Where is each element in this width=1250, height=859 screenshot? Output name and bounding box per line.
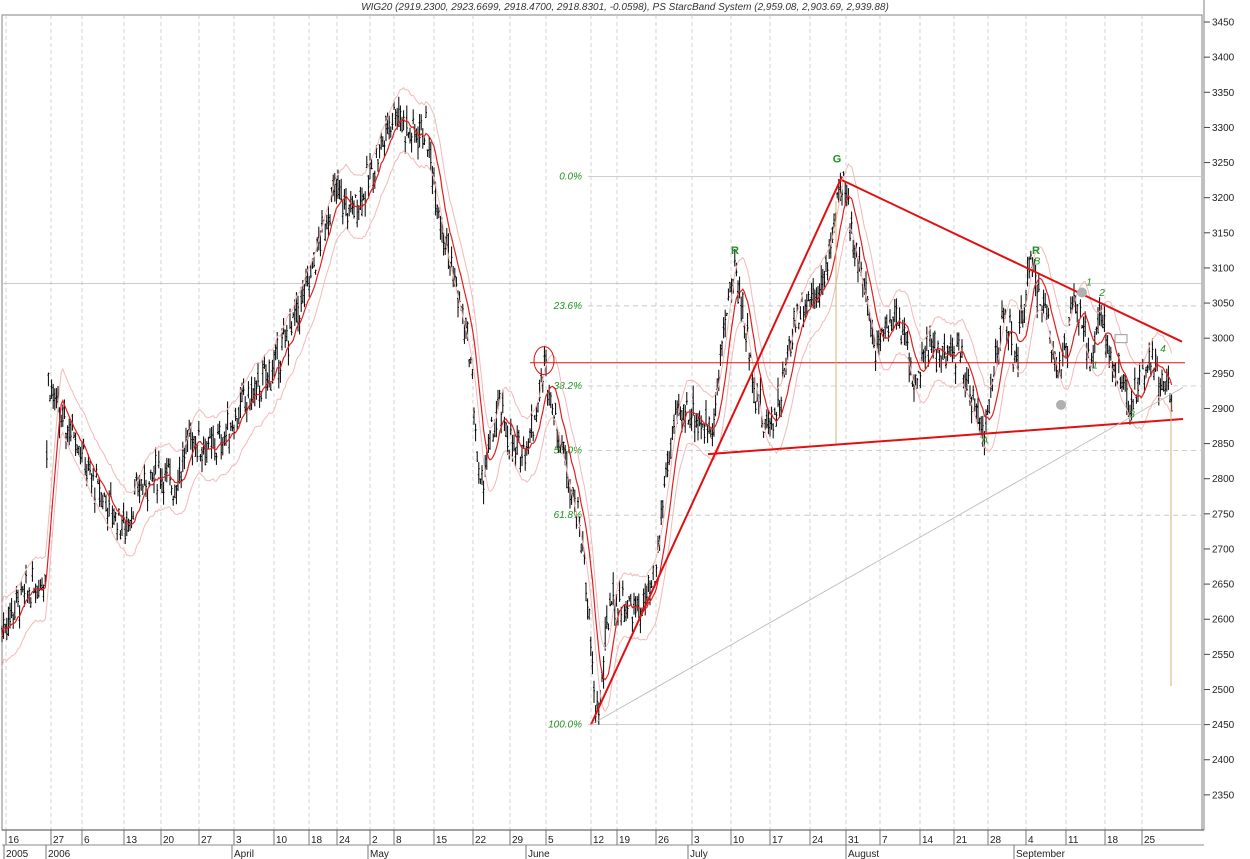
square-marker (1114, 334, 1128, 344)
wave-label: R (731, 245, 739, 257)
x-tick-label: 2 (372, 835, 378, 846)
x-tick-label: 4 (1028, 835, 1034, 846)
y-tick-label: 2700 (1212, 544, 1235, 555)
month-label: April (234, 849, 254, 859)
wave-label: G (833, 154, 842, 166)
starc-band-lower (1, 150, 1173, 713)
fib-level-label: 23.6% (553, 301, 582, 312)
month-label: September (1016, 849, 1066, 859)
fib-level-label: 38.2% (554, 381, 582, 392)
trend-line-up (590, 176, 843, 726)
x-tick-label: 25 (1144, 835, 1156, 846)
x-tick-label: 7 (882, 835, 888, 846)
moving-average (1, 118, 1173, 681)
month-label: June (528, 849, 550, 859)
x-tick-label: 14 (922, 835, 934, 846)
plot-area (1, 14, 1203, 831)
y-tick-label: 2450 (1212, 720, 1235, 731)
wave-label: 3 (1129, 410, 1135, 421)
x-tick-label: 10 (276, 835, 288, 846)
x-tick-label: 24 (812, 835, 824, 846)
wave-label: A (981, 436, 989, 447)
y-tick-label: 3400 (1212, 53, 1235, 64)
x-tick-label: 17 (772, 835, 784, 846)
x-tick-label: 22 (475, 835, 487, 846)
wave-label: 1 (1086, 277, 1092, 288)
y-tick-label: 3350 (1212, 88, 1235, 99)
y-tick-label: 2900 (1212, 404, 1235, 415)
x-tick-label: 20 (163, 835, 175, 846)
x-tick-label: 19 (619, 835, 631, 846)
y-tick-label: 3150 (1212, 228, 1235, 239)
x-tick-label: 10 (733, 835, 745, 846)
wave-label: 1 (1092, 360, 1098, 371)
gray-marker (1056, 399, 1066, 410)
y-tick-label: 3300 (1212, 123, 1235, 134)
wave-label: B (1034, 256, 1041, 267)
gray-marker (1077, 287, 1087, 298)
x-tick-label: 3 (694, 835, 700, 846)
fib-level-label: 0.0% (559, 172, 582, 183)
x-tick-label: 6 (84, 835, 90, 846)
y-tick-label: 3450 (1212, 18, 1235, 29)
long-trend-line (590, 386, 1184, 726)
x-tick-label: 29 (512, 835, 524, 846)
starc-band-upper (1, 87, 1173, 649)
y-tick-label: 2950 (1212, 369, 1235, 380)
x-tick-label: 3 (236, 835, 242, 846)
month-label: August (848, 849, 879, 859)
x-tick-label: 11 (1068, 835, 1079, 846)
month-label: 2005 (6, 849, 29, 859)
x-tick-label: 18 (311, 835, 323, 846)
y-tick-label: 2750 (1212, 509, 1235, 520)
trend-line-resistance (841, 179, 1183, 343)
y-tick-label: 2550 (1212, 650, 1235, 661)
month-label: May (370, 849, 389, 859)
x-tick-label: 26 (658, 835, 670, 846)
x-tick-label: 5 (548, 835, 554, 846)
y-tick-label: 2650 (1212, 580, 1235, 591)
fib-level-label: 50.0% (554, 446, 582, 457)
y-tick-label: 3200 (1212, 193, 1235, 204)
y-tick-label: 2400 (1212, 755, 1235, 766)
x-tick-label: 27 (201, 835, 213, 846)
x-tick-label: 18 (1107, 835, 1119, 846)
x-tick-label: 21 (956, 835, 968, 846)
fib-level-label: 100.0% (548, 720, 582, 731)
wave-label: 2 (1098, 288, 1105, 299)
trend-line-support (707, 417, 1184, 456)
x-tick-label: 31 (848, 835, 860, 846)
x-tick-label: 24 (339, 835, 351, 846)
y-tick-label: 3050 (1212, 299, 1235, 310)
y-tick-label: 2800 (1212, 474, 1235, 485)
y-tick-label: 2600 (1212, 615, 1235, 626)
month-label: 2006 (48, 849, 71, 859)
y-tick-label: 2500 (1212, 685, 1235, 696)
y-tick-label: 2350 (1212, 790, 1235, 801)
x-tick-label: 15 (436, 835, 448, 846)
x-tick-label: 12 (593, 835, 605, 846)
y-tick-label: 2850 (1212, 439, 1235, 450)
y-tick-label: 3100 (1212, 263, 1235, 274)
wave-label: 4 (1160, 344, 1166, 355)
x-tick-label: 28 (990, 835, 1002, 846)
y-tick-label: 3250 (1212, 158, 1235, 169)
x-tick-label: 16 (8, 835, 20, 846)
wave-label: R (1032, 245, 1040, 257)
chart-title: WIG20 (2919.2300, 2923.6699, 2918.4700, … (361, 2, 889, 13)
peak-marker-circle (533, 346, 555, 376)
x-tick-label: 27 (53, 835, 65, 846)
month-label: July (690, 849, 708, 859)
fib-level-label: 61.8% (554, 510, 582, 521)
x-tick-label: 8 (396, 835, 402, 846)
y-tick-label: 3000 (1212, 334, 1235, 345)
x-tick-label: 13 (126, 835, 138, 846)
